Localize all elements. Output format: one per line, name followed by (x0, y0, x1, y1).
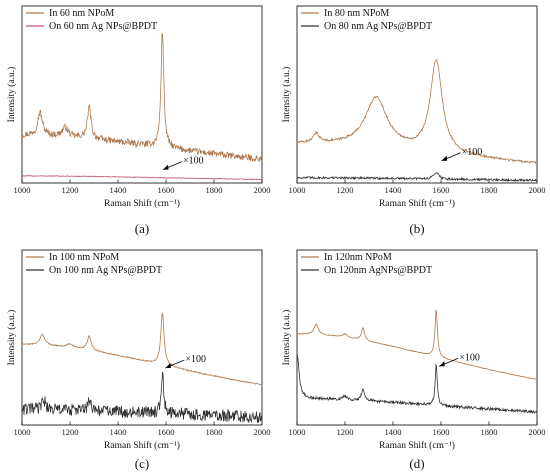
annotation-label: ×100 (459, 352, 480, 363)
x-tick-label: 1400 (110, 185, 127, 195)
x-tick-label: 1600 (158, 427, 175, 437)
annotation-label: ×100 (185, 354, 206, 365)
annotation-arrowhead (165, 363, 171, 368)
x-tick-label: 1600 (433, 185, 450, 195)
chart-panel: 1000 1200 1400 1600 1800 2000 Raman Shift (cm⁻… (281, 5, 546, 236)
x-tick-label: 1200 (337, 427, 354, 437)
plot-frame (296, 5, 538, 184)
legend-entry: In 60 nm NPoM (49, 8, 114, 19)
panel-label: (c) (135, 456, 149, 471)
x-tick-label: 1000 (14, 185, 31, 195)
series-line (21, 312, 263, 386)
series-line (296, 59, 538, 165)
plot-frame (21, 249, 263, 426)
x-axis-label: Raman Shift (cm⁻¹) (379, 440, 455, 451)
series-line (21, 33, 263, 163)
legend-entry: On 100 nm Ag NPs@BPDT (49, 265, 162, 276)
chart-panel: 1000 1200 1400 1600 1800 2000 Raman Shift (cm⁻… (6, 5, 271, 236)
series-line (296, 308, 538, 380)
panel-label: (d) (409, 456, 424, 471)
x-tick-label: 2000 (529, 427, 546, 437)
x-tick-label: 1000 (289, 185, 306, 195)
x-tick-label: 2000 (529, 185, 546, 195)
legend-entry: On 60 nm Ag NPs@BPDT (49, 21, 157, 32)
x-tick-label: 1200 (62, 427, 79, 437)
x-tick-label: 1600 (158, 185, 175, 195)
legend-entry: On 120nm AgNPs@BPDT (324, 265, 432, 276)
annotation-arrowhead (441, 155, 448, 161)
annotation-label: ×100 (183, 156, 204, 167)
plot-frame (296, 249, 538, 426)
x-tick-label: 1400 (110, 427, 127, 437)
chart-panel: 1000 1200 1400 1600 1800 2000 Raman Shift (cm⁻… (281, 249, 546, 471)
annotation-arrowhead (439, 361, 445, 367)
chart-panel: 1000 1200 1400 1600 1800 2000 Raman Shift (cm⁻… (6, 249, 271, 471)
series-line (21, 371, 263, 423)
x-tick-label: 1800 (481, 427, 498, 437)
x-tick-label: 1800 (481, 185, 498, 195)
x-tick-label: 1000 (289, 427, 306, 437)
annotation-arrowhead (163, 164, 169, 170)
panel-label: (a) (135, 221, 149, 236)
series-line (296, 172, 538, 183)
y-axis-label: Intensity (a.u.) (281, 310, 292, 366)
legend-entry: In 100 nm NPoM (49, 252, 119, 263)
x-tick-label: 1000 (14, 427, 31, 437)
x-axis-label: Raman Shift (cm⁻¹) (104, 198, 180, 209)
series-line (296, 353, 538, 414)
x-tick-label: 1200 (62, 185, 79, 195)
x-axis-label: Raman Shift (cm⁻¹) (104, 440, 180, 451)
x-tick-label: 1400 (385, 185, 402, 195)
y-axis-label: Intensity (a.u.) (281, 67, 292, 123)
y-axis-label: Intensity (a.u.) (6, 310, 17, 366)
x-tick-label: 1800 (206, 427, 223, 437)
x-tick-label: 1400 (385, 427, 402, 437)
legend-entry: On 80 nm Ag NPs@BPDT (324, 21, 432, 32)
x-tick-label: 2000 (254, 427, 271, 437)
x-axis-label: Raman Shift (cm⁻¹) (379, 198, 455, 209)
x-tick-label: 1200 (337, 185, 354, 195)
plot-frame (21, 5, 263, 184)
x-tick-label: 2000 (254, 185, 271, 195)
x-tick-label: 1800 (206, 185, 223, 195)
legend-entry: In 120nm NPoM (324, 252, 392, 263)
panel-label: (b) (409, 221, 424, 236)
legend-entry: In 80 nm NPoM (324, 8, 389, 19)
series-line (21, 175, 263, 181)
x-tick-label: 1600 (433, 427, 450, 437)
y-axis-label: Intensity (a.u.) (6, 67, 17, 123)
annotation-label: ×100 (462, 147, 483, 158)
